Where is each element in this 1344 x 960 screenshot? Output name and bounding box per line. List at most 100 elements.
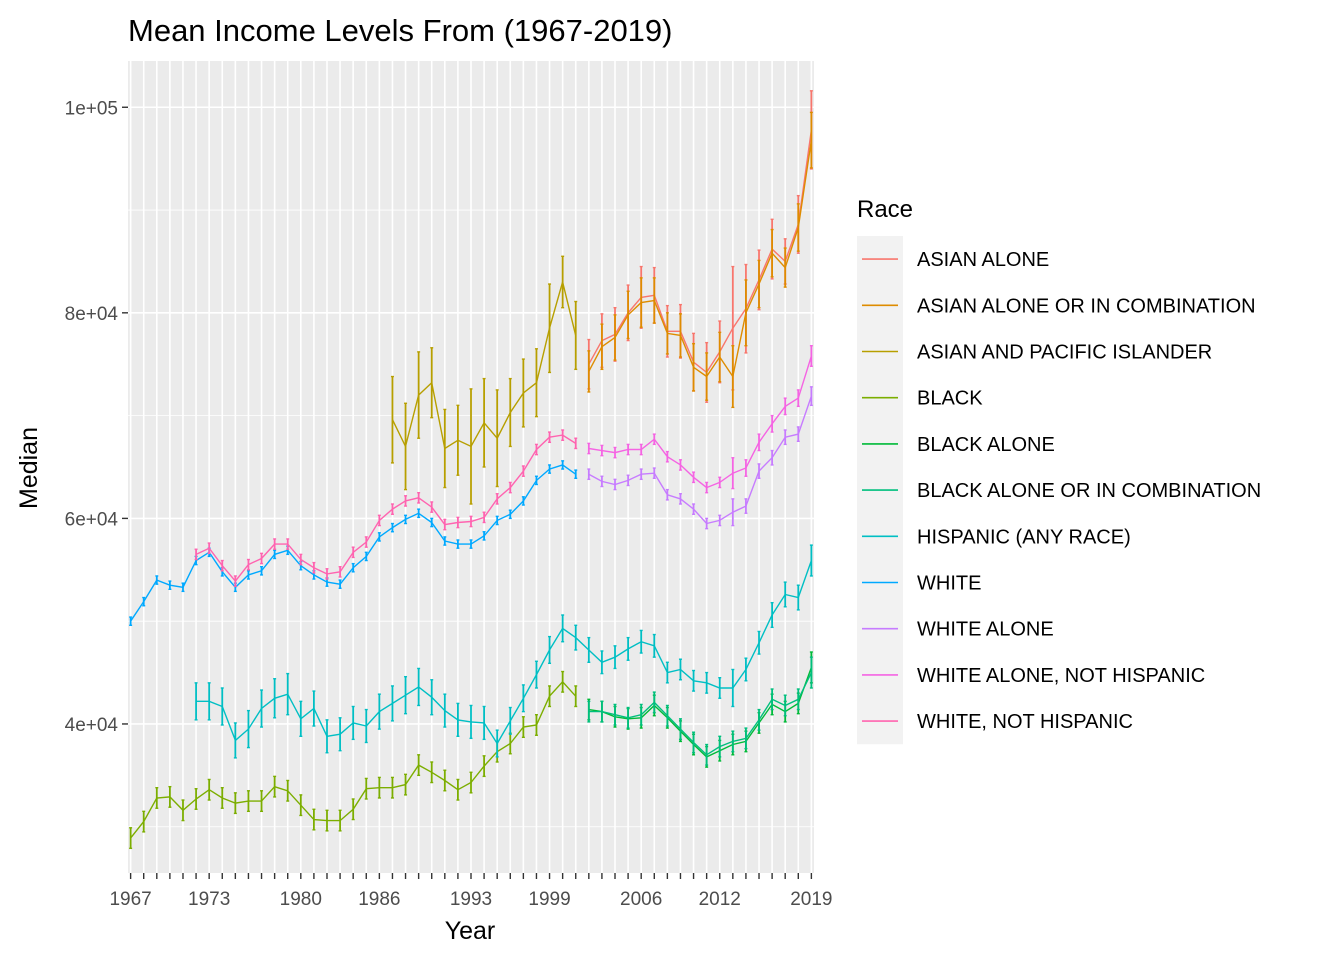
error-bar [390, 685, 394, 722]
error-bar [587, 636, 591, 663]
error-bar [469, 771, 473, 794]
error-bar [233, 722, 237, 759]
error-bar [495, 515, 499, 526]
x-tick-label: 1993 [450, 889, 492, 910]
error-bar [220, 559, 224, 572]
error-bar [338, 579, 342, 589]
error-bar [587, 442, 591, 455]
error-bar [364, 777, 368, 800]
error-bar [351, 546, 355, 559]
error-bar [809, 544, 813, 577]
series-3 [129, 670, 578, 850]
error-bar [809, 386, 813, 407]
error-bar [404, 773, 408, 796]
x-tick-label: 1986 [358, 889, 400, 910]
y-tick-label: 4e+04 [65, 715, 119, 736]
error-bar [260, 552, 264, 565]
error-bar [521, 716, 525, 739]
y-axis: 4e+04 6e+04 8e+04 1e+05 [65, 98, 128, 736]
error-bar [600, 323, 604, 371]
error-bar [757, 433, 761, 452]
series-10 [194, 429, 578, 587]
error-bar [809, 656, 813, 689]
error-bar [600, 650, 604, 675]
error-bar [286, 779, 290, 802]
error-bar [521, 358, 525, 428]
series-line [588, 395, 813, 525]
error-bar [469, 704, 473, 740]
error-bar [377, 693, 381, 730]
error-bar [783, 397, 787, 416]
error-bar [639, 703, 643, 726]
error-bar [364, 551, 368, 562]
error-bar [443, 769, 447, 792]
error-bar [731, 498, 735, 527]
error-bar [665, 450, 669, 463]
error-bar [705, 517, 709, 530]
legend-item: BLACK [862, 388, 983, 410]
error-bar [613, 478, 617, 491]
error-bar [548, 464, 552, 474]
series-line [196, 560, 813, 745]
series-5 [587, 656, 813, 766]
error-bar [757, 463, 761, 480]
error-bar [757, 630, 761, 655]
error-bar [613, 703, 617, 726]
error-bar [443, 408, 447, 489]
error-bar [678, 459, 682, 471]
error-bar [443, 536, 447, 546]
chart-title: Mean Income Levels From (1967-2019) [128, 13, 672, 48]
error-bar [548, 685, 552, 708]
error-bar [692, 342, 696, 392]
error-bar [652, 633, 656, 658]
error-bar [273, 775, 277, 798]
error-bar [548, 431, 552, 444]
error-bar [783, 247, 787, 288]
error-bar [561, 429, 565, 441]
error-bar [482, 755, 486, 778]
legend-label: ASIAN AND PACIFIC ISLANDER [917, 342, 1212, 364]
x-tick-label: 2012 [699, 889, 741, 910]
error-bar [260, 566, 264, 576]
error-bar [574, 300, 578, 371]
error-bar [430, 679, 434, 716]
error-bar [207, 542, 211, 555]
legend-item: HISPANIC (ANY RACE) [862, 526, 1131, 548]
error-bar [508, 481, 512, 494]
error-bar [600, 475, 604, 488]
error-bar [548, 283, 552, 374]
error-bar [705, 671, 709, 694]
error-bar [744, 459, 748, 477]
error-bar [639, 468, 643, 481]
legend-label: BLACK ALONE OR IN COMBINATION [917, 480, 1261, 502]
error-bar [561, 670, 565, 693]
series-8 [587, 386, 813, 530]
y-tick-label: 8e+04 [65, 304, 119, 325]
error-bar [142, 810, 146, 833]
series-line [588, 355, 813, 489]
error-bar [443, 518, 447, 531]
y-axis-title: Median [15, 427, 43, 509]
error-bar [770, 228, 774, 278]
error-bar [731, 457, 735, 490]
error-bar [534, 660, 538, 689]
legend-item: ASIAN ALONE [862, 249, 1049, 271]
error-bar [521, 496, 525, 506]
legend-label: WHITE ALONE [917, 619, 1054, 641]
error-bar [652, 277, 656, 324]
error-bar [443, 693, 447, 728]
error-bar [652, 433, 656, 446]
error-bar [639, 277, 643, 328]
error-bar [482, 531, 486, 541]
error-bar [508, 509, 512, 520]
x-tick-label: 2006 [620, 889, 662, 910]
error-bar [508, 377, 512, 448]
legend-label: WHITE, NOT HISPANIC [917, 711, 1133, 733]
error-bar [286, 672, 290, 716]
error-bar [508, 706, 512, 735]
error-bar [312, 690, 316, 727]
error-bar [626, 636, 630, 661]
error-bar [338, 809, 342, 832]
error-bar [404, 495, 408, 507]
